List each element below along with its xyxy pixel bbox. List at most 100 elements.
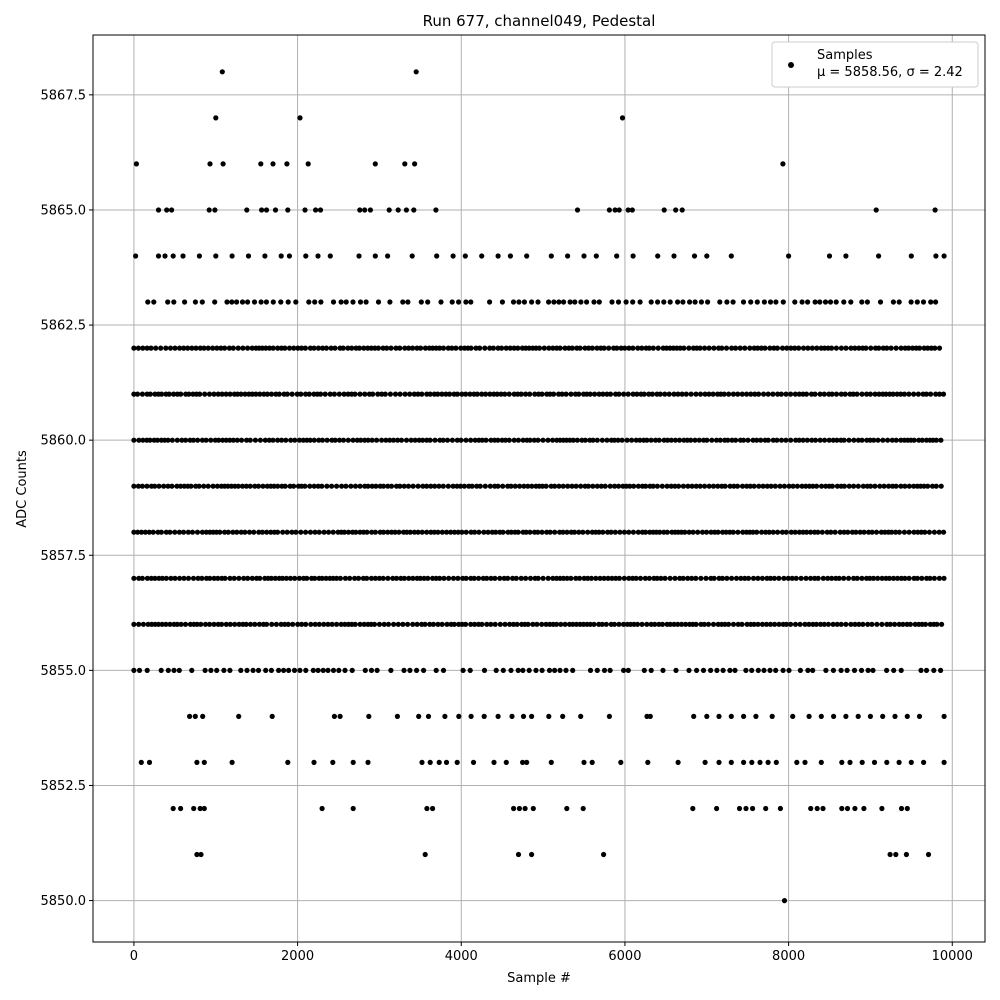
sample-point — [459, 391, 465, 397]
sample-point — [279, 437, 285, 443]
sample-point — [155, 253, 162, 259]
sample-point — [196, 483, 202, 489]
sample-point — [311, 483, 317, 489]
sample-point — [372, 575, 378, 581]
sample-point — [626, 345, 632, 351]
sample-point — [291, 667, 298, 674]
sample-point — [642, 575, 648, 581]
sample-point — [448, 529, 454, 535]
sample-point — [427, 621, 433, 627]
sample-point — [199, 529, 205, 535]
sample-point — [761, 391, 767, 397]
sample-point — [476, 575, 482, 581]
sample-point — [822, 345, 828, 351]
sample-point — [808, 575, 814, 581]
sample-point — [774, 345, 781, 351]
sample-point — [495, 483, 501, 489]
sample-point — [182, 621, 189, 627]
sample-point — [590, 437, 596, 443]
sample-point — [135, 529, 141, 535]
sample-point — [893, 529, 899, 535]
sample-point — [646, 345, 652, 351]
sample-point — [458, 437, 464, 443]
sample-point — [239, 299, 246, 305]
sample-point — [425, 575, 431, 581]
sample-point — [788, 621, 794, 627]
sample-point — [337, 713, 343, 720]
sample-point — [648, 667, 654, 674]
sample-point — [750, 529, 756, 535]
sample-point — [898, 391, 904, 397]
sample-point — [442, 713, 448, 720]
sample-point — [880, 713, 886, 720]
sample-point — [361, 345, 367, 351]
sample-point — [855, 437, 862, 443]
sample-point — [536, 345, 543, 351]
sample-point — [439, 391, 445, 397]
sample-point — [741, 713, 747, 720]
sample-point — [845, 529, 851, 535]
sample-point — [657, 529, 663, 535]
sample-point — [131, 345, 137, 351]
sample-point — [505, 575, 511, 581]
sample-point — [771, 575, 778, 581]
sample-point — [345, 345, 351, 351]
sample-point — [520, 437, 526, 443]
sample-point — [352, 391, 358, 397]
sample-point — [817, 391, 823, 397]
sample-point — [350, 437, 356, 443]
sample-point — [529, 713, 535, 720]
sample-point — [648, 299, 654, 305]
sample-point — [851, 575, 857, 581]
sample-point — [427, 437, 433, 443]
sample-point — [222, 345, 228, 351]
sample-point — [729, 345, 735, 351]
sample-point — [498, 391, 504, 397]
sample-point — [852, 621, 858, 627]
sample-point — [384, 345, 390, 351]
sample-point — [936, 529, 942, 535]
sample-point — [568, 391, 574, 397]
sample-point — [818, 759, 824, 766]
sample-point — [740, 529, 746, 535]
sample-point — [641, 391, 647, 397]
sample-point — [719, 575, 726, 581]
sample-point — [270, 161, 276, 167]
sample-point — [737, 345, 743, 351]
sample-point — [205, 345, 211, 351]
sample-point — [689, 483, 695, 489]
sample-point — [201, 483, 207, 489]
sample-point — [337, 575, 343, 581]
sample-point — [144, 575, 150, 581]
sample-point — [915, 391, 922, 397]
sample-point — [739, 391, 745, 397]
sample-point — [790, 713, 796, 720]
sample-point — [217, 529, 223, 535]
sample-point — [461, 483, 467, 489]
sample-point — [781, 483, 788, 489]
sample-point — [559, 391, 565, 397]
sample-point — [439, 529, 445, 535]
sample-point — [906, 575, 912, 581]
sample-point — [281, 667, 287, 674]
sample-point — [814, 805, 820, 812]
sample-point — [296, 437, 303, 443]
sample-point — [833, 391, 840, 397]
sample-point — [594, 345, 600, 351]
sample-point — [349, 345, 355, 351]
sample-point — [417, 575, 423, 581]
sample-point — [252, 437, 258, 443]
sample-point — [630, 253, 636, 259]
sample-point — [179, 437, 185, 443]
sample-point — [516, 299, 522, 305]
sample-point — [790, 483, 796, 489]
sample-point — [938, 483, 944, 489]
sample-point — [805, 299, 811, 305]
sample-point — [468, 345, 474, 351]
sample-point — [552, 483, 558, 489]
sample-point — [750, 805, 756, 812]
sample-point — [606, 713, 613, 720]
sample-point — [829, 483, 836, 489]
sample-point — [190, 437, 196, 443]
sample-point — [820, 805, 826, 812]
